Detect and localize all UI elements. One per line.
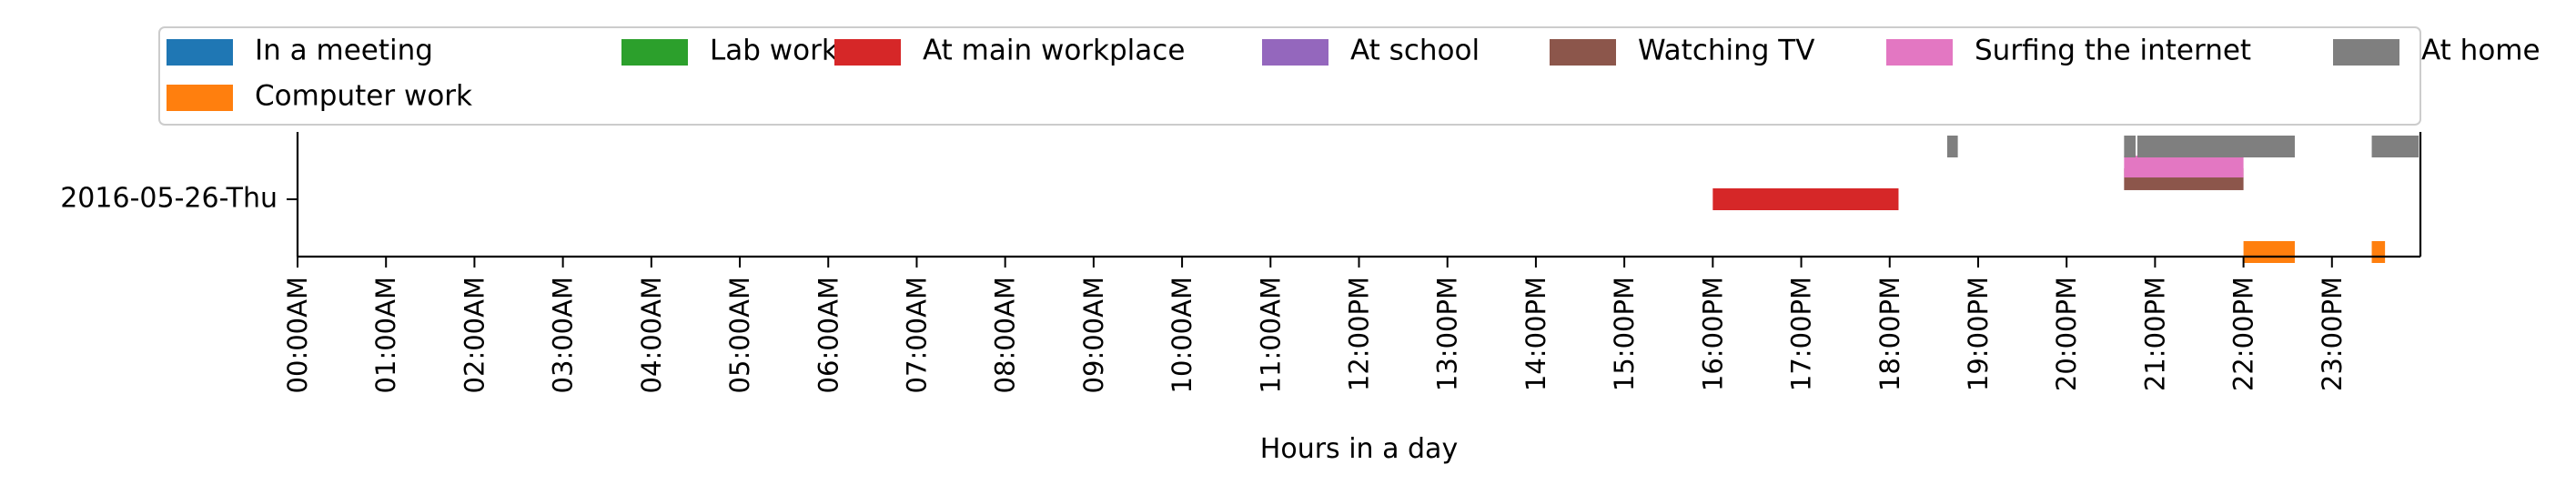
x-tick-label: 16:00PM xyxy=(1697,277,1728,391)
x-tick-label: 17:00PM xyxy=(1786,277,1817,391)
legend[interactable]: In a meeting Lab work At main workplace At … xyxy=(158,26,2541,126)
legend-item-at-main-workplace[interactable]: At main workplace xyxy=(834,35,1185,67)
activity-bar-at-main-workplace xyxy=(1712,188,1899,210)
y-tick-label: 2016-05-26-Thu xyxy=(60,183,278,215)
activity-bar-computer-work xyxy=(2243,241,2295,263)
x-tick-label: 13:00PM xyxy=(1432,277,1463,391)
legend-swatch xyxy=(167,39,233,66)
x-tick-label: 06:00AM xyxy=(813,277,844,393)
x-tick-label: 04:00AM xyxy=(636,277,667,393)
legend-label: Surfing the internet xyxy=(1975,35,2251,67)
legend-item-computer-work[interactable]: Computer work xyxy=(167,80,472,113)
activity-bar-at-home xyxy=(2371,136,2419,157)
legend-item-watching-tv[interactable]: Watching TV xyxy=(1550,35,1814,67)
legend-swatch xyxy=(1886,39,1953,66)
x-tick-label: 18:00PM xyxy=(1874,277,1905,391)
x-tick-label: 00:00AM xyxy=(282,277,313,393)
activity-bar-surfing-the-internet xyxy=(2124,156,2244,178)
x-tick-label: 21:00PM xyxy=(2139,277,2170,391)
legend-label: Computer work xyxy=(255,80,472,113)
legend-box xyxy=(158,26,2421,126)
x-tick-label: 09:00AM xyxy=(1078,277,1109,393)
x-tick-label: 23:00PM xyxy=(2317,277,2348,391)
x-tick-label: 12:00PM xyxy=(1344,277,1375,391)
x-tick-label: 10:00AM xyxy=(1167,277,1197,393)
legend-item-at-school[interactable]: At school xyxy=(1262,35,1480,67)
legend-label: At home xyxy=(2421,35,2541,67)
activity-bar-at-home xyxy=(2124,136,2136,157)
x-tick-label: 20:00PM xyxy=(2051,277,2082,391)
legend-swatch xyxy=(2333,39,2399,66)
activity-bar-at-home xyxy=(2137,136,2295,157)
legend-swatch xyxy=(621,39,688,66)
x-tick-label: 11:00AM xyxy=(1255,277,1286,393)
legend-item-surfing-the-internet[interactable]: Surfing the internet xyxy=(1886,35,2251,67)
legend-item-in-a-meeting[interactable]: In a meeting xyxy=(167,35,433,67)
x-tick-label: 07:00AM xyxy=(901,277,932,393)
legend-label: At school xyxy=(1350,35,1480,67)
legend-item-lab-work[interactable]: Lab work xyxy=(621,35,838,67)
x-tick-label: 01:00AM xyxy=(370,277,401,393)
x-tick-label: 03:00AM xyxy=(548,277,579,393)
legend-item-at-home[interactable]: At home xyxy=(2333,35,2541,67)
legend-label: Watching TV xyxy=(1638,35,1814,67)
legend-swatch xyxy=(1262,39,1328,66)
x-tick-label: 19:00PM xyxy=(1963,277,1994,391)
legend-swatch xyxy=(167,85,233,111)
legend-label: In a meeting xyxy=(255,35,433,67)
x-tick-label: 02:00AM xyxy=(459,277,490,393)
activity-bar-at-home xyxy=(1946,136,1958,157)
legend-swatch xyxy=(834,39,901,66)
x-tick-label: 15:00PM xyxy=(1609,277,1640,391)
legend-swatch xyxy=(1550,39,1616,66)
x-tick-label: 05:00AM xyxy=(724,277,755,393)
x-tick-label: 22:00PM xyxy=(2228,277,2259,391)
activity-bars xyxy=(1712,136,2419,263)
activity-bar-computer-work xyxy=(2371,241,2386,263)
x-tick-label: 14:00PM xyxy=(1520,277,1551,391)
x-tick-label: 08:00AM xyxy=(990,277,1021,393)
x-axis-label: Hours in a day xyxy=(1260,433,1458,465)
legend-label: At main workplace xyxy=(923,35,1185,67)
axes: 2016-05-26-Thu 00:00AM 01:00AM 02:00AM 03:00… xyxy=(60,132,2422,465)
legend-label: Lab work xyxy=(710,35,838,67)
